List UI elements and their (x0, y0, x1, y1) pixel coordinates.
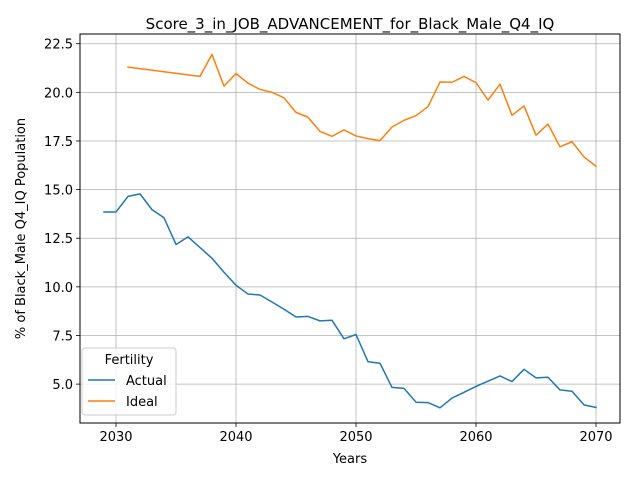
y-tick-label: 7.5 (52, 329, 73, 344)
y-axis-label: % of Black_Male Q4_IQ Population (14, 118, 29, 339)
y-tick-label: 5.0 (52, 378, 73, 393)
chart-title: Score_3_in_JOB_ADVANCEMENT_for_Black_Mal… (146, 15, 555, 34)
series-line-ideal (127, 53, 598, 168)
series-lines (103, 53, 598, 409)
legend: Fertility Actual Ideal (81, 347, 177, 416)
series-line-actual (103, 193, 597, 409)
legend-box (81, 347, 177, 416)
y-tick-label: 12.5 (44, 232, 73, 247)
y-tick-label: 22.5 (44, 38, 73, 53)
x-tick-label: 2060 (459, 430, 492, 445)
legend-title: Fertility (105, 353, 154, 368)
x-axis-label: Years (332, 452, 368, 467)
y-tick-label: 17.5 (44, 135, 73, 150)
axis-ticks: 2030 2040 2050 2060 2070 5.0 7.5 10.0 12.5 15.0 17… (44, 38, 613, 445)
x-tick-label: 2030 (99, 430, 132, 445)
legend-label-ideal: Ideal (126, 395, 158, 410)
y-tick-label: 15.0 (44, 184, 73, 199)
x-tick-label: 2070 (579, 430, 612, 445)
y-tick-label: 20.0 (44, 86, 73, 101)
y-tick-label: 10.0 (44, 281, 73, 296)
x-tick-label: 2050 (339, 430, 372, 445)
plot-area-frame (79, 33, 621, 424)
x-tick-label: 2040 (219, 430, 252, 445)
legend-label-actual: Actual (126, 374, 167, 389)
